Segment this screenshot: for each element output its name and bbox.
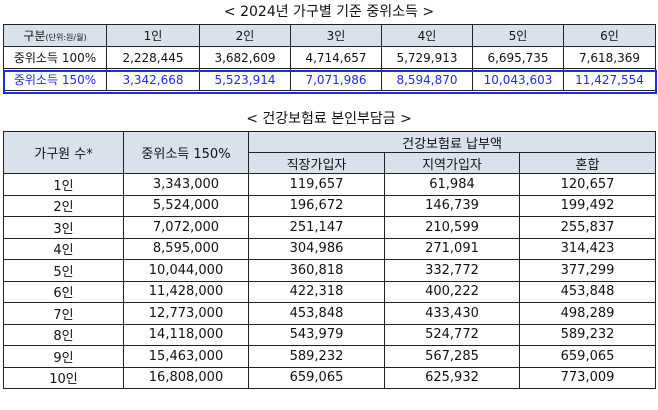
table-cell-income: 16,808,000 xyxy=(123,366,249,389)
table-cell-mixed: 589,232 xyxy=(518,323,657,346)
premium-header-row-1: 가구원 수* 중위소득 150% 건강보험료 납부액 xyxy=(3,131,657,174)
table-cell-regional: 524,772 xyxy=(384,323,520,346)
table-cell-regional: 332,772 xyxy=(384,259,520,282)
table-cell-employee: 360,818 xyxy=(248,259,385,282)
table-cell: 8,594,870 xyxy=(381,68,473,91)
table-cell-size: 3인 xyxy=(3,216,124,239)
table-cell-size: 1인 xyxy=(3,173,124,196)
table-cell-regional: 433,430 xyxy=(384,302,520,325)
table-row: 8인 14,118,000 543,979 524,772 589,232 xyxy=(3,323,657,346)
table-cell-employee: 251,147 xyxy=(248,216,385,239)
table-cell-size: 4인 xyxy=(3,237,124,260)
mixed-header: 혼합 xyxy=(518,152,657,174)
header-col-2: 2인 xyxy=(199,24,291,47)
table-cell-mixed: 773,009 xyxy=(518,366,657,389)
header-col-3: 3인 xyxy=(290,24,382,47)
premium-group-header: 건강보험료 납부액 xyxy=(247,131,657,153)
header-category-label: 구분 xyxy=(23,29,46,43)
table-cell-employee: 453,848 xyxy=(248,302,385,325)
employee-subscriber-header: 직장가입자 xyxy=(248,152,385,174)
table-row: 4인 8,595,000 304,986 271,091 314,423 xyxy=(3,237,657,260)
table-cell-income: 7,072,000 xyxy=(123,216,249,239)
table-cell-regional: 567,285 xyxy=(384,345,520,368)
header-col-6: 6인 xyxy=(563,24,656,47)
table-cell-size: 8인 xyxy=(3,323,124,346)
table-cell-mixed: 199,492 xyxy=(518,194,657,217)
header-col-4: 4인 xyxy=(381,24,473,47)
median-income-title: < 2024년 가구별 기준 중위소득 > xyxy=(223,4,435,20)
table-cell-employee: 196,672 xyxy=(248,194,385,217)
table-cell-regional: 210,599 xyxy=(384,216,520,239)
table-cell-employee: 543,979 xyxy=(248,323,385,346)
table-cell-mixed: 453,848 xyxy=(518,280,657,303)
premium-header-row-2: 직장가입자 지역가입자 혼합 xyxy=(4,152,657,174)
table-cell-mixed: 377,299 xyxy=(518,259,657,282)
table-cell-income: 10,044,000 xyxy=(123,259,249,282)
regional-subscriber-header: 지역가입자 xyxy=(384,152,520,174)
table-cell-income: 5,524,000 xyxy=(123,194,249,217)
header-unit-label: (단위:원/월) xyxy=(45,33,87,42)
table-cell-regional: 61,984 xyxy=(384,173,520,196)
table-cell-mixed: 255,837 xyxy=(518,216,657,239)
table-row: 3인 7,072,000 251,147 210,599 255,837 xyxy=(3,216,657,239)
row-label: 중위소득 100% xyxy=(3,46,107,69)
header-category-cell: 구분(단위:원/월) xyxy=(3,24,107,47)
table-cell: 11,427,554 xyxy=(563,68,656,91)
table-cell: 7,618,369 xyxy=(563,46,656,69)
median-income-header-row: 구분(단위:원/월) 1인 2인 3인 4인 5인 6인 xyxy=(3,24,656,47)
table-cell-income: 3,343,000 xyxy=(123,173,249,196)
table-cell-mixed: 498,289 xyxy=(518,302,657,325)
household-size-header: 가구원 수* xyxy=(3,131,124,174)
table-cell: 10,043,603 xyxy=(472,68,564,91)
median-income-150-row: 중위소득 150% 3,342,668 5,523,914 7,071,986 … xyxy=(3,68,656,91)
table-cell-regional: 400,222 xyxy=(384,280,520,303)
table-cell-mixed: 314,423 xyxy=(518,237,657,260)
table-cell-mixed: 120,657 xyxy=(518,173,657,196)
premium-table-body: 1인 3,343,000 119,657 61,984 120,657 2인 5,524,0… xyxy=(3,173,657,389)
table-cell: 4,714,657 xyxy=(290,46,382,69)
premium-table-title: < 건강보험료 본인부담금 > xyxy=(246,111,412,127)
table-cell: 5,729,913 xyxy=(381,46,473,69)
table-row: 10인 16,808,000 659,065 625,932 773,009 xyxy=(3,366,657,389)
table-cell-size: 2인 xyxy=(3,194,124,217)
median-income-100-row: 중위소득 100% 2,228,445 3,682,609 4,714,657 … xyxy=(3,46,656,69)
header-col-5: 5인 xyxy=(472,24,564,47)
table-cell: 3,682,609 xyxy=(199,46,291,69)
table-row: 6인 11,428,000 422,318 400,222 453,848 xyxy=(3,280,657,303)
table-cell: 6,695,735 xyxy=(472,46,564,69)
table-cell-mixed: 659,065 xyxy=(518,345,657,368)
table-cell-regional: 146,739 xyxy=(384,194,520,217)
table-cell-income: 15,463,000 xyxy=(123,345,249,368)
table-cell-income: 11,428,000 xyxy=(123,280,249,303)
table-cell-employee: 304,986 xyxy=(248,237,385,260)
table-row: 9인 15,463,000 589,232 567,285 659,065 xyxy=(3,345,657,368)
median-income-150-header: 중위소득 150% xyxy=(123,131,249,174)
table-row: 1인 3,343,000 119,657 61,984 120,657 xyxy=(3,173,657,196)
table-cell-employee: 422,318 xyxy=(248,280,385,303)
table-cell-income: 14,118,000 xyxy=(123,323,249,346)
median-income-table: 구분(단위:원/월) 1인 2인 3인 4인 5인 6인 중위소득 100% 2… xyxy=(3,24,656,91)
table-cell-employee: 119,657 xyxy=(248,173,385,196)
table-cell-employee: 589,232 xyxy=(248,345,385,368)
table-cell: 3,342,668 xyxy=(106,68,200,91)
table-row: 5인 10,044,000 360,818 332,772 377,299 xyxy=(3,259,657,282)
table-cell: 7,071,986 xyxy=(290,68,382,91)
table-cell-size: 9인 xyxy=(3,345,124,368)
table-row: 7인 12,773,000 453,848 433,430 498,289 xyxy=(3,302,657,325)
table-cell-size: 6인 xyxy=(3,280,124,303)
table-cell-size: 5인 xyxy=(3,259,124,282)
table-cell-employee: 659,065 xyxy=(248,366,385,389)
table-row: 2인 5,524,000 196,672 146,739 199,492 xyxy=(3,194,657,217)
table-cell-income: 8,595,000 xyxy=(123,237,249,260)
premium-table: 가구원 수* 중위소득 150% 건강보험료 납부액 직장가입자 지역가입자 혼… xyxy=(3,131,657,389)
table-cell-regional: 271,091 xyxy=(384,237,520,260)
header-col-1: 1인 xyxy=(106,24,200,47)
table-cell: 5,523,914 xyxy=(199,68,291,91)
table-cell: 2,228,445 xyxy=(106,46,200,69)
table-cell-income: 12,773,000 xyxy=(123,302,249,325)
table-cell-size: 10인 xyxy=(3,366,124,389)
row-label: 중위소득 150% xyxy=(3,68,107,91)
table-cell-regional: 625,932 xyxy=(384,366,520,389)
table-cell-size: 7인 xyxy=(3,302,124,325)
